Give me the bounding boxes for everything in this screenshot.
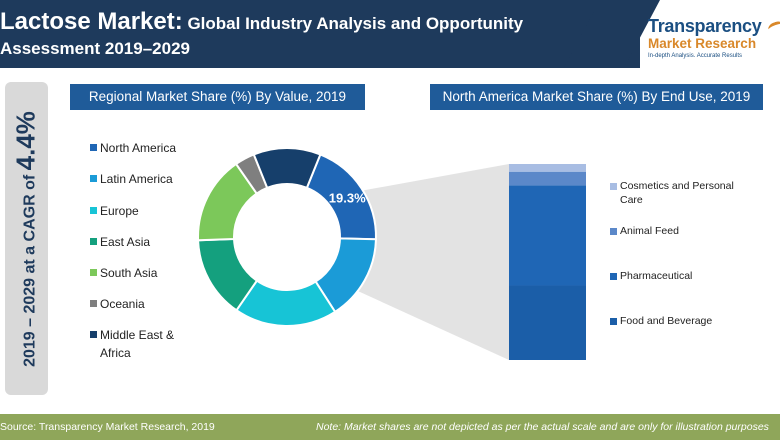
legend-label: Oceania	[100, 297, 145, 311]
logo-tagline: In-depth Analysis. Accurate Results	[648, 53, 743, 59]
legend-swatch	[90, 269, 97, 276]
legend-swatch	[90, 331, 97, 338]
legend-swatch	[610, 183, 617, 190]
legend-item-oceania: Oceania	[90, 295, 200, 313]
cagr-sidebar: 2019 – 2029 at a CAGR of 4.4%	[5, 82, 48, 395]
donut-slice-middle-east-and-africa	[252, 147, 322, 190]
legend-item-food-and-beverage: Food and Beverage	[610, 314, 740, 328]
regional-chart-title: Regional Market Share (%) By Value, 2019	[70, 84, 365, 110]
legend-label: South Asia	[100, 266, 158, 280]
end-use-chart-title: North America Market Share (%) By End Us…	[430, 84, 763, 110]
legend-item-cosmetics-and-personal-care: Cosmetics and Personal Care	[610, 179, 740, 207]
footer-note: Note: Market shares are not depicted as …	[316, 421, 769, 433]
bar-segment-pharmaceutical	[509, 185, 586, 286]
legend-item-east-asia: East Asia	[90, 233, 200, 251]
bar-segment-animal-feed	[509, 171, 586, 186]
legend-swatch	[90, 175, 97, 182]
regional-donut-chart: 19.3%	[197, 147, 377, 327]
end-use-stacked-bar	[509, 164, 586, 360]
legend-label: East Asia	[100, 235, 151, 249]
footer-bar: Source: Transparency Market Research, 20…	[0, 414, 780, 440]
legend-swatch	[90, 238, 97, 245]
legend-label: Pharmaceutical	[620, 270, 693, 282]
page-title: Lactose Market: Global Industry Analysis…	[0, 8, 523, 36]
legend-label: Latin America	[100, 172, 173, 186]
legend-swatch	[610, 318, 617, 325]
legend-swatch	[90, 207, 97, 214]
legend-item-south-asia: South Asia	[90, 264, 200, 282]
legend-item-pharmaceutical: Pharmaceutical	[610, 269, 740, 283]
legend-swatch	[90, 300, 97, 307]
legend-swatch	[610, 273, 617, 280]
legend-swatch	[610, 228, 617, 235]
legend-item-latin-america: Latin America	[90, 170, 200, 188]
page-title-main: Lactose Market:	[0, 8, 183, 35]
bar-segment-cosmetics-and-personal-care	[509, 164, 586, 172]
footer-source: Source: Transparency Market Research, 20…	[0, 421, 215, 433]
legend-label: Food and Beverage	[620, 315, 713, 327]
bar-segment-food-and-beverage	[509, 285, 586, 360]
legend-label: North America	[100, 141, 177, 155]
page-title-rest: Global Industry Analysis and Opportunity	[182, 14, 524, 33]
page-title-line2: Assessment 2019–2029	[0, 39, 190, 58]
donut-data-label-north-america: 19.3%	[329, 191, 366, 206]
legend-item-north-america: North America	[90, 139, 200, 157]
logo-wordmark-line2: Market Research	[648, 36, 757, 51]
legend-label: Animal Feed	[620, 225, 679, 237]
legend-swatch	[90, 144, 97, 151]
legend-label: Middle East & Africa	[100, 328, 175, 360]
brand-logo: Transparency Market Research In-depth An…	[648, 16, 780, 59]
legend-label: Cosmetics and Personal Care	[620, 180, 734, 206]
legend-label: Europe	[100, 204, 139, 218]
zoom-connector	[349, 164, 509, 360]
logo-wordmark: Transparency	[648, 16, 762, 36]
legend-item-animal-feed: Animal Feed	[610, 224, 740, 238]
legend-item-europe: Europe	[90, 202, 200, 220]
legend-item-middle-east-and-africa: Middle East & Africa	[90, 326, 200, 362]
header-banner	[0, 0, 640, 68]
